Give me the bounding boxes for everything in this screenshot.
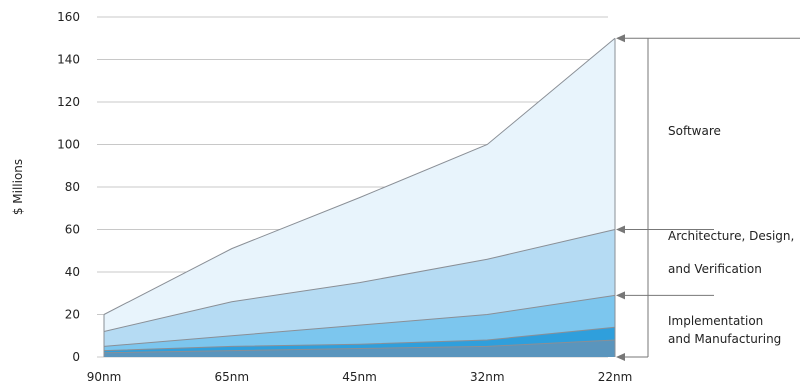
area-layer-5 <box>104 38 615 332</box>
annotation-label: and Manufacturing <box>668 332 781 346</box>
area-layer-4 <box>104 229 615 347</box>
annotations: Software Architecture, Design, and Verific… <box>668 124 794 346</box>
y-tick-label: 120 <box>57 95 80 109</box>
x-tick-label: 90nm <box>87 370 122 384</box>
area-boundary-line <box>103 339 616 354</box>
y-tick-label: 140 <box>57 53 80 67</box>
x-axis: 90nm 65nm 45nm 32nm 22nm <box>87 370 633 384</box>
arrow-top-head <box>616 34 625 43</box>
y-tick-label: 40 <box>65 265 80 279</box>
y-tick-label: 60 <box>65 223 80 237</box>
x-tick-label: 32nm <box>470 370 505 384</box>
arrow-mid-head <box>616 225 625 234</box>
x-tick-label: 22nm <box>598 370 633 384</box>
y-tick-label: 80 <box>65 180 80 194</box>
arrow-low-head <box>616 291 625 300</box>
y-tick-label: 0 <box>72 350 80 364</box>
area-boundary-line <box>103 37 616 315</box>
annotation-brackets <box>616 34 800 361</box>
annotation-label: Architecture, Design, <box>668 229 794 243</box>
x-tick-label: 45nm <box>342 370 377 384</box>
arrow-zero-head <box>616 353 625 361</box>
y-tick-label: 160 <box>57 10 80 24</box>
area-boundary-line <box>103 326 616 352</box>
y-tick-label: 100 <box>57 138 80 152</box>
annotation-label: Implementation <box>668 314 763 328</box>
area-boundary-line <box>103 294 616 347</box>
area-boundary-line <box>103 229 616 332</box>
area-layer-3 <box>104 295 615 351</box>
annotation-label: and Verification <box>668 262 762 276</box>
y-axis-label: $ Millions <box>11 159 25 215</box>
x-tick-label: 65nm <box>214 370 249 384</box>
y-axis: 0 20 40 60 80 100 120 140 160 <box>57 10 80 364</box>
annotation-label: Software <box>668 124 721 138</box>
y-tick-label: 20 <box>65 308 80 322</box>
area-outlines <box>103 37 616 357</box>
